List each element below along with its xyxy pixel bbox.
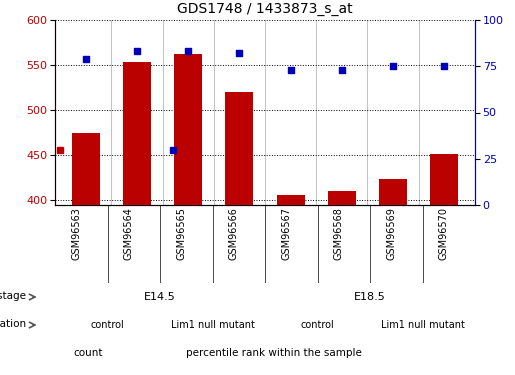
Text: GSM96567: GSM96567 — [281, 207, 291, 260]
Text: GSM96569: GSM96569 — [386, 207, 396, 260]
Point — [133, 48, 141, 54]
Point — [286, 67, 295, 73]
Text: GSM96568: GSM96568 — [334, 207, 344, 260]
Bar — [277, 195, 305, 205]
Point — [389, 63, 397, 69]
Point — [338, 67, 346, 73]
Text: Lim1 null mutant: Lim1 null mutant — [170, 320, 254, 330]
Bar — [174, 54, 202, 205]
Bar — [123, 62, 151, 205]
Bar — [72, 133, 100, 205]
Bar — [379, 179, 407, 205]
Text: GSM96570: GSM96570 — [439, 207, 449, 260]
Text: genotype/variation: genotype/variation — [0, 319, 26, 328]
Text: GSM96563: GSM96563 — [71, 207, 81, 260]
Text: GSM96564: GSM96564 — [124, 207, 134, 260]
Text: Lim1 null mutant: Lim1 null mutant — [381, 320, 465, 330]
Point — [440, 63, 449, 69]
Bar — [225, 92, 253, 205]
Point — [81, 56, 90, 62]
Text: control: control — [91, 320, 125, 330]
Text: GSM96566: GSM96566 — [229, 207, 239, 260]
Text: development stage: development stage — [0, 291, 26, 301]
Text: E14.5: E14.5 — [144, 292, 176, 302]
Title: GDS1748 / 1433873_s_at: GDS1748 / 1433873_s_at — [177, 2, 353, 16]
Text: count: count — [73, 348, 102, 357]
Text: E18.5: E18.5 — [354, 292, 386, 302]
Text: control: control — [301, 320, 334, 330]
Point — [184, 48, 192, 54]
Text: GSM96565: GSM96565 — [176, 207, 186, 260]
Bar — [328, 192, 356, 205]
Text: percentile rank within the sample: percentile rank within the sample — [186, 348, 362, 357]
Point — [235, 50, 244, 56]
Bar — [430, 153, 458, 205]
